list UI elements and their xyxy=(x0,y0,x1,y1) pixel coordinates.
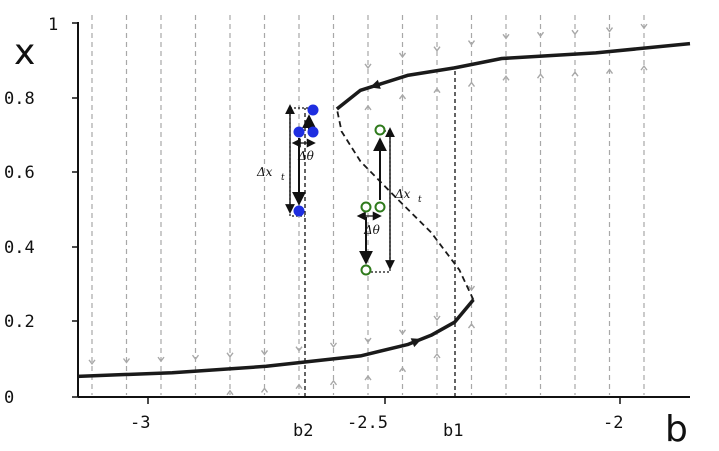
flow-arrow-icon xyxy=(502,75,510,81)
y-tick-label: 0.2 xyxy=(4,312,35,332)
flow-arrow-icon xyxy=(191,354,200,361)
y-tick-labels: 0 0.2 0.4 0.6 0.8 1 xyxy=(4,15,58,408)
green-point-open xyxy=(374,201,386,213)
y-tick-label: 0.8 xyxy=(4,89,35,109)
curve-direction-arrow-icon xyxy=(369,79,381,89)
flow-arrow-icon xyxy=(433,87,441,94)
flow-arrow-icon xyxy=(605,27,614,33)
flow-arrow-icon xyxy=(571,29,579,36)
flow-arrow-icon xyxy=(329,342,338,349)
blue-point xyxy=(293,205,305,217)
flow-arrow-icon xyxy=(329,379,338,386)
axes xyxy=(72,22,690,404)
flow-arrow-icon xyxy=(467,322,476,329)
green-point-open xyxy=(360,201,372,213)
flow-arrow-icon xyxy=(88,359,96,366)
delta-x-sub-green: t xyxy=(418,195,422,205)
blue-perturbation-group: Δθ Δx t xyxy=(256,104,319,217)
green-dotted-bracket xyxy=(366,130,391,273)
flow-arrow-icon xyxy=(398,366,407,373)
flow-arrow-icon xyxy=(467,285,476,292)
flow-arrow-icon xyxy=(536,73,545,79)
flow-arrow-icon xyxy=(364,374,372,381)
stable-branch-line xyxy=(335,41,691,111)
flow-arrow-icon xyxy=(467,40,476,46)
curve-direction-arrow-icon xyxy=(410,338,422,348)
unstable-branch-line xyxy=(336,108,475,301)
delta-theta-label-blue: Δθ xyxy=(297,149,315,163)
y-tick-label: 1 xyxy=(48,15,58,35)
flow-arrow-icon xyxy=(605,68,614,74)
blue-point xyxy=(307,104,319,116)
flow-arrow-icon xyxy=(433,352,441,359)
flow-field-lines xyxy=(88,15,648,396)
stable-branch-line xyxy=(77,298,475,379)
y-tick-label: 0 xyxy=(4,388,14,408)
flow-arrow-icon xyxy=(364,104,372,111)
x-tick-label: -2.5 xyxy=(347,413,388,433)
green-point-open xyxy=(360,264,372,276)
flow-arrow-icon xyxy=(122,358,131,364)
flow-arrow-icon xyxy=(364,63,372,70)
y-tick-label: 0.6 xyxy=(4,163,35,183)
flow-arrow-icon xyxy=(226,389,234,396)
flow-arrow-icon xyxy=(640,23,648,30)
x-tick-labels: -3 -2.5 -2 xyxy=(130,413,623,433)
flow-arrow-icon xyxy=(157,356,165,363)
b1-label: b1 xyxy=(443,421,463,441)
blue-point xyxy=(293,126,305,138)
flow-arrow-icon xyxy=(640,64,648,71)
flow-arrow-icon xyxy=(260,350,269,356)
x-tick-label: -3 xyxy=(130,413,150,433)
flow-arrow-icon xyxy=(467,81,476,87)
delta-x-label-blue: Δx xyxy=(256,165,273,179)
delta-x-label-green: Δx xyxy=(394,187,411,201)
flow-arrow-icon xyxy=(226,352,234,358)
green-point-open xyxy=(374,124,386,136)
flow-arrow-icon xyxy=(502,33,510,40)
flow-arrow-icon xyxy=(398,329,407,336)
y-tick-label: 0.4 xyxy=(4,238,35,258)
flow-arrow-icon xyxy=(260,387,269,393)
flow-arrow-icon xyxy=(398,52,407,59)
flow-arrow-icon xyxy=(571,70,579,77)
flow-arrow-icon xyxy=(536,31,545,38)
flow-arrow-icon xyxy=(295,383,303,390)
green-perturbation-group: Δθ Δx t xyxy=(356,124,422,276)
flow-arrow-icon xyxy=(433,315,441,322)
flow-arrow-icon xyxy=(433,46,441,52)
delta-theta-label-green: Δθ xyxy=(363,223,381,237)
b2-label: b2 xyxy=(293,421,313,441)
flow-arrow-icon xyxy=(295,346,303,352)
delta-x-sub-blue: t xyxy=(281,173,285,183)
x-tick-label: -2 xyxy=(603,413,623,433)
flow-arrow-icon xyxy=(398,93,407,100)
y-axis-name: x xyxy=(14,32,35,73)
blue-point xyxy=(307,126,319,138)
x-axis-name: b xyxy=(665,409,688,450)
flow-arrow-icon xyxy=(364,337,372,344)
